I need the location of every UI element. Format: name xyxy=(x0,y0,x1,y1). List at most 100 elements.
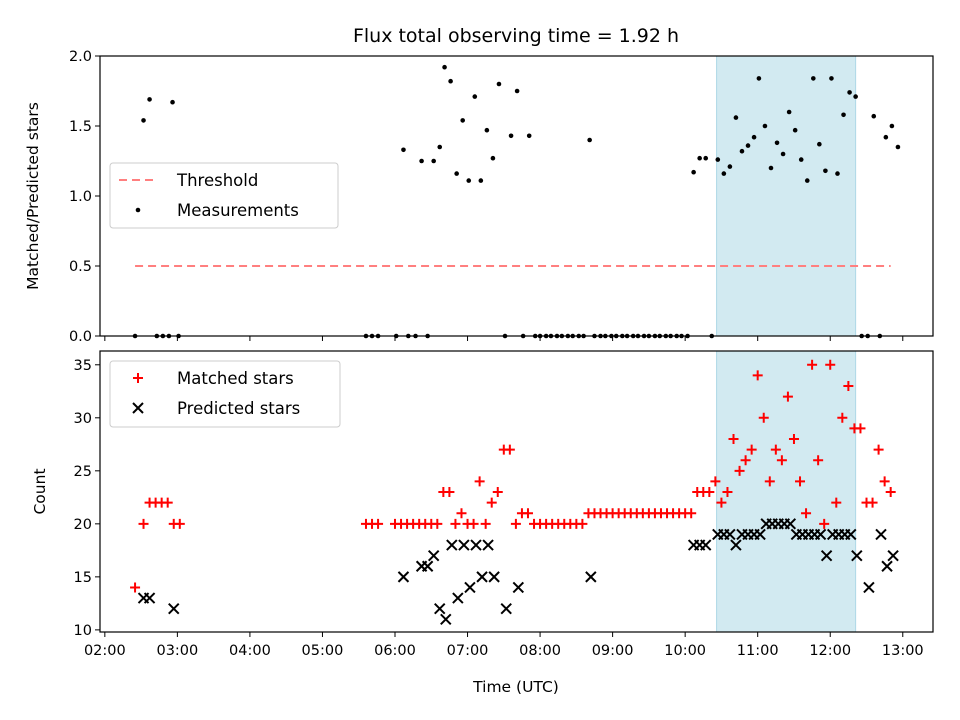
matched-star-point xyxy=(752,370,763,381)
measurement-point xyxy=(697,155,702,161)
measurement-point xyxy=(472,94,478,99)
bottom-legend: Matched stars Predicted stars xyxy=(109,360,341,428)
measurement-point xyxy=(170,99,175,105)
x-tick-label: 03:00 xyxy=(156,643,198,659)
matched-star-point xyxy=(492,487,503,498)
matched-star-point xyxy=(788,434,799,445)
bottom-y-tick-label: 10 xyxy=(74,623,92,639)
matched-star-point xyxy=(819,518,830,529)
legend-label: Threshold xyxy=(176,171,258,190)
matched-star-point xyxy=(776,455,787,466)
top-highlight-span xyxy=(716,55,857,337)
measurement-point xyxy=(478,178,484,183)
matched-star-point xyxy=(764,476,775,487)
matched-star-point xyxy=(807,359,818,370)
matched-star-point xyxy=(879,476,890,487)
matched-star-point xyxy=(450,518,461,529)
predicted-star-point xyxy=(814,528,827,541)
matched-star-point xyxy=(801,508,812,519)
legend-predicted-marker xyxy=(132,402,144,414)
matched-star-point xyxy=(174,518,185,529)
x-tick-label: 04:00 xyxy=(229,643,271,659)
matched-star-point xyxy=(456,508,467,519)
measurement-point xyxy=(756,76,762,81)
measurement-point xyxy=(442,64,447,70)
top-y-tick-label: 0.5 xyxy=(69,259,92,275)
measurement-point xyxy=(431,158,436,164)
predicted-star-point xyxy=(724,528,736,541)
measurement-point xyxy=(768,165,774,171)
matched-star-point xyxy=(746,444,757,455)
measurement-point xyxy=(490,155,496,161)
measurement-point xyxy=(786,109,792,115)
measurement-point xyxy=(829,76,834,81)
measurement-point xyxy=(401,147,406,153)
matched-star-point xyxy=(444,487,455,498)
predicted-star-point xyxy=(440,613,452,625)
matched-star-point xyxy=(162,497,173,508)
x-tick-label: 11:00 xyxy=(737,643,779,659)
predicted-star-point xyxy=(820,549,833,562)
x-axis-label: Time (UTC) xyxy=(472,678,559,696)
bottom-highlight-span xyxy=(716,350,857,633)
bottom-panel: 10 15 20 25 30 35 02:00 03:00 04:00 05:00 06:00 07:… xyxy=(31,350,934,659)
x-tick-label: 12:00 xyxy=(809,643,851,659)
measurement-point xyxy=(147,97,152,102)
measurement-point xyxy=(460,118,465,123)
predicted-star-point xyxy=(700,539,712,551)
matched-star-point xyxy=(432,518,443,529)
measurement-point xyxy=(811,76,816,81)
top-legend-box xyxy=(109,162,339,229)
matched-star-point xyxy=(704,487,715,498)
predicted-star-point xyxy=(512,581,525,594)
measurement-point xyxy=(703,155,709,161)
measurement-point xyxy=(526,133,532,139)
bottom-legend-box xyxy=(109,360,341,428)
measurement-point xyxy=(508,133,514,139)
measurement-point xyxy=(733,115,739,120)
matched-star-point xyxy=(740,455,751,466)
matched-star-point xyxy=(468,518,479,529)
measurement-point xyxy=(496,81,502,87)
predicted-star-point xyxy=(143,592,156,604)
top-y-tick-label: 0.0 xyxy=(69,329,92,345)
measurement-point xyxy=(419,158,424,164)
legend-measurements-marker xyxy=(135,207,141,213)
predicted-star-point xyxy=(851,549,863,562)
matched-star-point xyxy=(873,444,884,455)
predicted-star-point xyxy=(421,560,434,572)
measurement-point xyxy=(853,94,858,99)
predicted-star-point xyxy=(845,528,857,541)
x-tick-label: 08:00 xyxy=(519,643,561,659)
measurement-point xyxy=(721,171,727,176)
measurement-point xyxy=(889,123,895,129)
predicted-star-point xyxy=(881,560,893,572)
measurement-point xyxy=(847,90,852,95)
matched-star-point xyxy=(885,487,896,498)
matched-star-point xyxy=(722,487,733,498)
measurement-point xyxy=(895,144,901,150)
predicted-star-point xyxy=(585,571,597,583)
measurement-point xyxy=(715,157,721,162)
matched-star-point xyxy=(782,391,793,402)
top-y-axis-label: Matched/Predicted stars xyxy=(24,102,42,290)
measurement-point xyxy=(762,123,768,129)
x-tick-label: 05:00 xyxy=(302,643,344,659)
matched-star-point xyxy=(510,518,521,529)
chart-title: Flux total observing time = 1.92 h xyxy=(353,25,679,47)
predicted-star-point xyxy=(470,539,482,551)
x-tick-label: 02:00 xyxy=(84,643,126,659)
measurement-point xyxy=(437,144,443,150)
measurement-point xyxy=(587,137,592,143)
legend-label: Predicted stars xyxy=(177,399,300,418)
matched-star-point xyxy=(130,582,141,593)
matched-star-point xyxy=(770,444,781,455)
matched-star-point xyxy=(758,412,769,423)
measurement-point xyxy=(792,127,798,133)
top-y-tick-label: 2.0 xyxy=(69,49,92,65)
measurement-point xyxy=(835,171,840,176)
measurement-point xyxy=(448,78,453,84)
bottom-y-tick-label: 35 xyxy=(74,358,92,374)
predicted-star-point xyxy=(476,571,488,583)
